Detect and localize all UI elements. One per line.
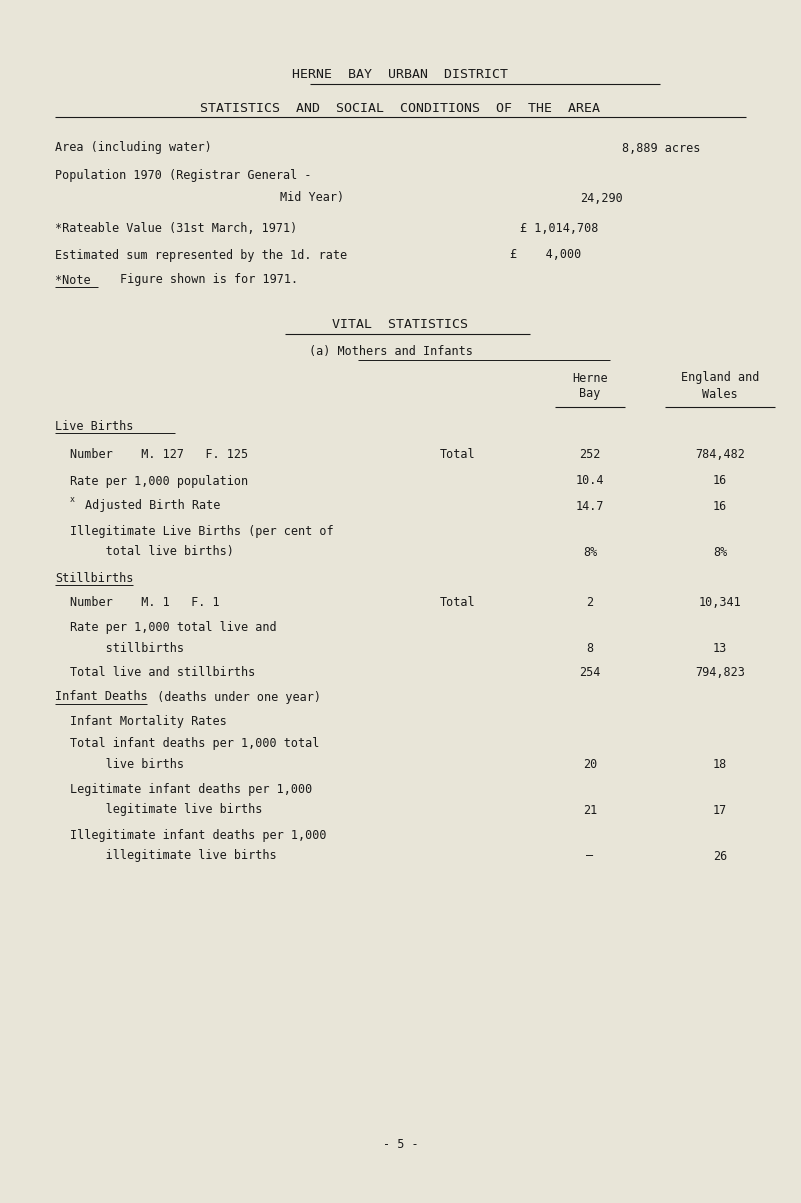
Text: Herne: Herne [572,372,608,385]
Text: 794,823: 794,823 [695,665,745,678]
Text: Estimated sum represented by the 1d. rate: Estimated sum represented by the 1d. rat… [55,249,347,261]
Text: 17: 17 [713,804,727,817]
Text: Total infant deaths per 1,000 total: Total infant deaths per 1,000 total [70,737,320,751]
Text: Legitimate infant deaths per 1,000: Legitimate infant deaths per 1,000 [70,783,312,796]
Text: 24,290: 24,290 [580,191,622,205]
Text: 8%: 8% [583,545,597,558]
Text: 8,889 acres: 8,889 acres [622,142,700,154]
Text: stillbirths: stillbirths [70,641,184,654]
Text: *Note: *Note [55,273,91,286]
Text: Total live and stillbirths: Total live and stillbirths [70,665,256,678]
Text: 14.7: 14.7 [576,499,604,512]
Text: 18: 18 [713,758,727,770]
Text: Rate per 1,000 total live and: Rate per 1,000 total live and [70,622,276,634]
Text: Infant Mortality Rates: Infant Mortality Rates [70,715,227,728]
Text: Number    M. 127   F. 125: Number M. 127 F. 125 [70,448,248,461]
Text: (deaths under one year): (deaths under one year) [150,691,321,704]
Text: Total: Total [440,597,476,610]
Text: Adjusted Birth Rate: Adjusted Birth Rate [85,499,220,512]
Text: *Rateable Value (31st March, 1971): *Rateable Value (31st March, 1971) [55,221,297,235]
Text: total live births): total live births) [70,545,234,558]
Text: legitimate live births: legitimate live births [70,804,263,817]
Text: Stillbirths: Stillbirths [55,571,134,585]
Text: Wales: Wales [702,387,738,401]
Text: 13: 13 [713,641,727,654]
Text: 254: 254 [579,665,601,678]
Text: Rate per 1,000 population: Rate per 1,000 population [70,474,248,487]
Text: Infant Deaths: Infant Deaths [55,691,147,704]
Text: 252: 252 [579,448,601,461]
Text: 26: 26 [713,849,727,863]
Text: VITAL  STATISTICS: VITAL STATISTICS [332,319,469,332]
Text: Illegitimate infant deaths per 1,000: Illegitimate infant deaths per 1,000 [70,830,327,842]
Text: £    4,000: £ 4,000 [510,249,582,261]
Text: Area (including water): Area (including water) [55,142,211,154]
Text: live births: live births [70,758,184,770]
Text: Mid Year): Mid Year) [280,191,344,205]
Text: Illegitimate Live Births (per cent of: Illegitimate Live Births (per cent of [70,525,334,538]
Text: x: x [70,496,75,504]
Text: –: – [586,849,594,863]
Text: Live Births: Live Births [55,420,134,433]
Text: (a) Mothers and Infants: (a) Mothers and Infants [308,345,473,358]
Text: Figure shown is for 1971.: Figure shown is for 1971. [120,273,298,286]
Text: 10.4: 10.4 [576,474,604,487]
Text: STATISTICS  AND  SOCIAL  CONDITIONS  OF  THE  AREA: STATISTICS AND SOCIAL CONDITIONS OF THE … [200,101,601,114]
Text: Bay: Bay [579,387,601,401]
Text: England and: England and [681,372,759,385]
Text: £ 1,014,708: £ 1,014,708 [520,221,598,235]
Text: HERNE  BAY  URBAN  DISTRICT: HERNE BAY URBAN DISTRICT [292,69,509,82]
Text: Population 1970 (Registrar General -: Population 1970 (Registrar General - [55,168,312,182]
Text: Total: Total [440,448,476,461]
Text: Number    M. 1   F. 1: Number M. 1 F. 1 [70,597,219,610]
Text: 16: 16 [713,499,727,512]
Text: 10,341: 10,341 [698,597,742,610]
Text: 2: 2 [586,597,594,610]
Text: 8: 8 [586,641,594,654]
Text: 21: 21 [583,804,597,817]
Text: illegitimate live births: illegitimate live births [70,849,276,863]
Text: 20: 20 [583,758,597,770]
Text: 8%: 8% [713,545,727,558]
Text: 784,482: 784,482 [695,448,745,461]
Text: - 5 -: - 5 - [383,1138,418,1151]
Text: 16: 16 [713,474,727,487]
